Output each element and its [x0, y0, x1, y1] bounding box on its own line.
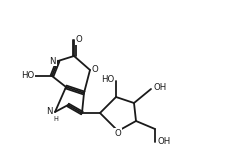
Text: HO: HO	[101, 76, 114, 84]
Text: N: N	[50, 56, 56, 66]
Text: O: O	[92, 65, 99, 73]
Text: N: N	[47, 107, 53, 117]
Text: O: O	[76, 35, 83, 45]
Text: OH: OH	[153, 83, 166, 93]
Text: H: H	[54, 116, 58, 122]
Text: HO: HO	[21, 72, 34, 80]
Text: O: O	[115, 128, 121, 138]
Text: OH: OH	[157, 138, 170, 146]
